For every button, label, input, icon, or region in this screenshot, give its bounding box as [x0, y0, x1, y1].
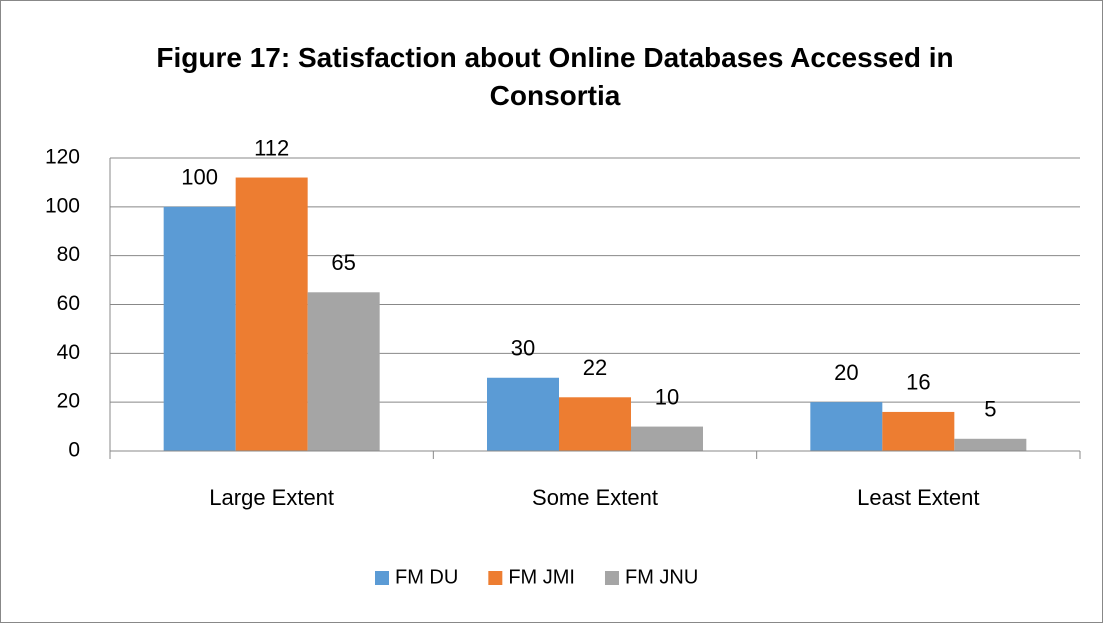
- data-label: 5: [984, 397, 996, 422]
- legend-label: FM JMI: [508, 566, 575, 588]
- bar: [235, 177, 308, 452]
- data-label: 22: [583, 355, 607, 380]
- bar: [307, 292, 380, 451]
- legend-swatch: [488, 571, 503, 585]
- y-tick-label: 20: [57, 390, 80, 413]
- data-label: 20: [834, 360, 858, 385]
- data-label: 112: [254, 135, 289, 160]
- bar: [882, 411, 955, 451]
- chart-title: Figure 17: Satisfaction about Online Dat…: [156, 42, 953, 111]
- legend-label: FM DU: [395, 566, 458, 588]
- x-tick-label: Some Extent: [532, 485, 658, 510]
- y-tick-label: 40: [57, 341, 80, 364]
- data-label: 10: [655, 384, 679, 409]
- y-tick-label: 100: [45, 194, 80, 217]
- y-tick-label: 80: [57, 243, 80, 266]
- data-label: 100: [181, 165, 218, 190]
- legend-swatch: [375, 571, 389, 585]
- data-label: 16: [906, 370, 930, 395]
- y-tick-label: 0: [68, 439, 80, 462]
- legend-label: FM JNU: [625, 566, 698, 588]
- y-tick-label: 120: [45, 146, 80, 169]
- bar: [631, 426, 703, 451]
- bar: [487, 377, 559, 451]
- y-tick-label: 60: [57, 292, 80, 315]
- x-tick-label: Large Extent: [209, 485, 334, 510]
- x-tick-label: Least Extent: [857, 485, 979, 510]
- data-label: 30: [511, 336, 535, 361]
- bar: [810, 402, 883, 451]
- legend-swatch: [604, 571, 619, 585]
- data-label: 65: [331, 250, 355, 275]
- bar: [163, 206, 236, 451]
- bar: [559, 397, 631, 451]
- bar: [954, 438, 1027, 451]
